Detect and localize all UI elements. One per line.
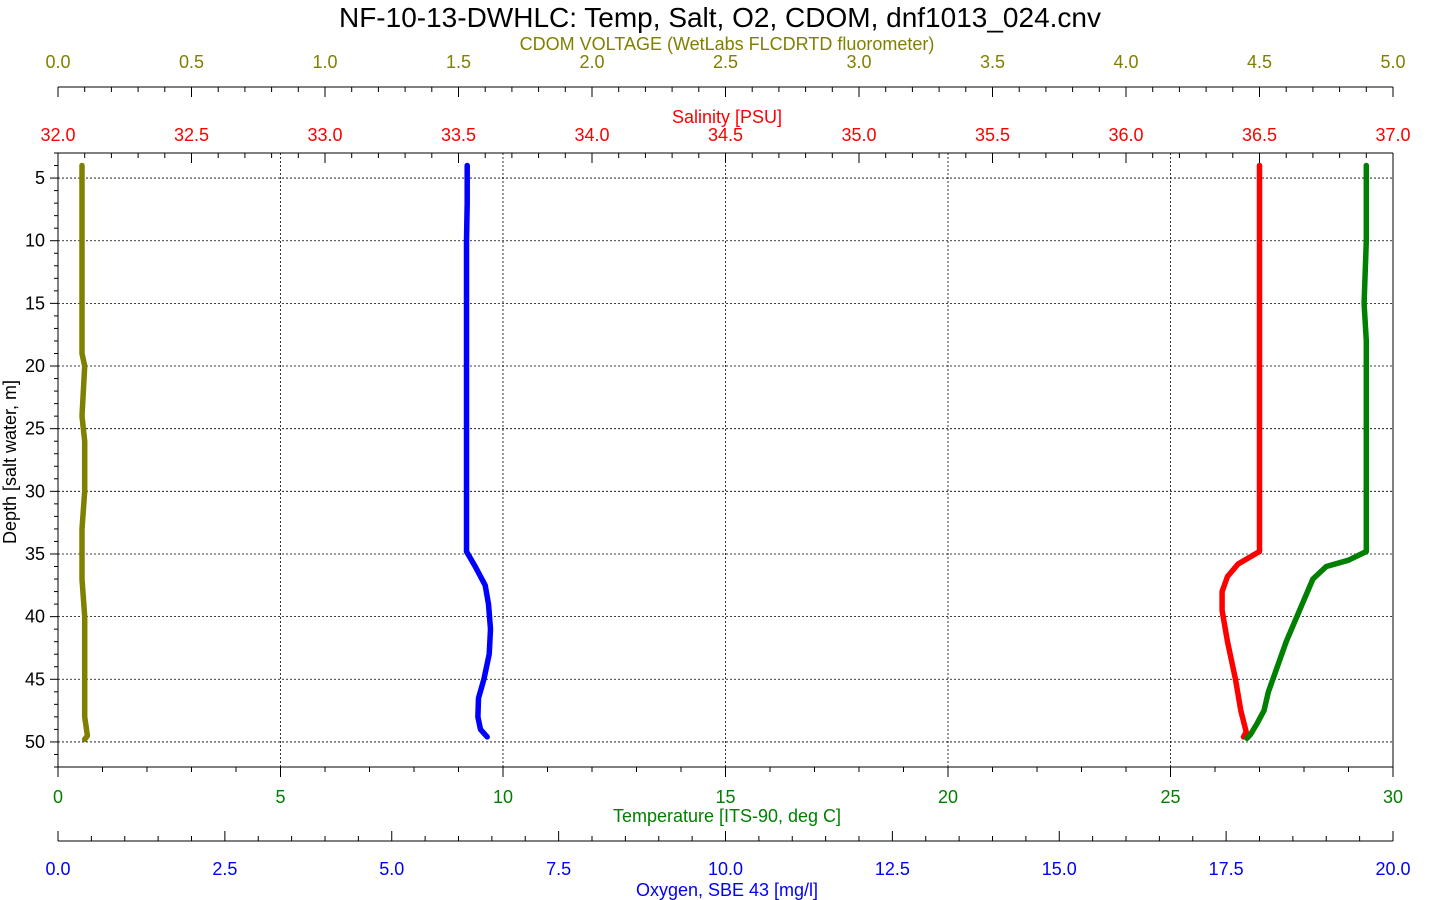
salinity-tick-label: 32.0 bbox=[40, 125, 75, 145]
salinity-tick-label: 36.5 bbox=[1242, 125, 1277, 145]
depth-axis: 5 10 15 20 25 30 35 40 45 50 bbox=[25, 152, 58, 768]
salinity-tick-label: 35.5 bbox=[975, 125, 1010, 145]
oxygen-tick-label: 10.0 bbox=[708, 859, 743, 879]
cdom-tick-label: 0.5 bbox=[179, 52, 204, 72]
cdom-series-line bbox=[79, 162, 91, 743]
depth-tick-label: 30 bbox=[25, 481, 45, 501]
depth-axis-label: Depth [salt water, m] bbox=[0, 380, 20, 544]
salinity-tick-label: 34.5 bbox=[708, 125, 743, 145]
temperature-tick-label: 20 bbox=[938, 787, 958, 807]
depth-tick-label: 45 bbox=[25, 669, 45, 689]
salinity-tick-label: 34.0 bbox=[574, 125, 609, 145]
temperature-axis: 0 5 10 15 20 25 30 bbox=[53, 767, 1403, 807]
cdom-tick-label: 3.5 bbox=[980, 52, 1005, 72]
temperature-tick-label: 30 bbox=[1383, 787, 1403, 807]
oxygen-tick-label: 17.5 bbox=[1209, 859, 1244, 879]
depth-tick-label: 40 bbox=[25, 607, 45, 627]
cdom-axis: 0.0 0.5 1.0 1.5 2.0 2.5 3.0 3.5 4.0 4.5 5.0 bbox=[45, 52, 1406, 97]
salinity-tick-label: 32.5 bbox=[174, 125, 209, 145]
oxygen-tick-label: 15.0 bbox=[1042, 859, 1077, 879]
chart-title: NF-10-13-DWHLC: Temp, Salt, O2, CDOM, dn… bbox=[339, 2, 1101, 33]
cdom-tick-label: 0.0 bbox=[45, 52, 70, 72]
cdom-tick-label: 1.0 bbox=[312, 52, 337, 72]
oxygen-tick-label: 20.0 bbox=[1375, 859, 1410, 879]
cdom-tick-label: 1.5 bbox=[446, 52, 471, 72]
grid-lines bbox=[58, 153, 1393, 767]
salinity-tick-label: 37.0 bbox=[1375, 125, 1410, 145]
salinity-axis-label: Salinity [PSU] bbox=[672, 107, 782, 127]
depth-tick-label: 35 bbox=[25, 544, 45, 564]
depth-tick-label: 5 bbox=[35, 168, 45, 188]
salinity-tick-label: 33.0 bbox=[307, 125, 342, 145]
oxygen-tick-label: 5.0 bbox=[379, 859, 404, 879]
oxygen-tick-label: 2.5 bbox=[212, 859, 237, 879]
depth-tick-label: 10 bbox=[25, 231, 45, 251]
temperature-tick-label: 10 bbox=[493, 787, 513, 807]
cdom-tick-label: 2.5 bbox=[713, 52, 738, 72]
temperature-tick-label: 5 bbox=[275, 787, 285, 807]
cdom-tick-label: 2.0 bbox=[579, 52, 604, 72]
cdom-axis-label: CDOM VOLTAGE (WetLabs FLCDRTD fluoromete… bbox=[520, 34, 935, 54]
temperature-tick-label: 25 bbox=[1160, 787, 1180, 807]
depth-tick-label: 15 bbox=[25, 293, 45, 313]
salinity-tick-label: 35.0 bbox=[841, 125, 876, 145]
data-series bbox=[79, 162, 1370, 743]
temperature-axis-label: Temperature [ITS-90, deg C] bbox=[613, 806, 841, 826]
temperature-tick-label: 0 bbox=[53, 787, 63, 807]
cdom-tick-label: 3.0 bbox=[846, 52, 871, 72]
oxygen-tick-label: 12.5 bbox=[875, 859, 910, 879]
depth-tick-label: 50 bbox=[25, 732, 45, 752]
cdom-tick-label: 4.5 bbox=[1247, 52, 1272, 72]
salinity-tick-label: 33.5 bbox=[441, 125, 476, 145]
oxygen-tick-label: 7.5 bbox=[546, 859, 571, 879]
cdom-tick-label: 4.0 bbox=[1113, 52, 1138, 72]
oxygen-series-line bbox=[463, 162, 494, 740]
oxygen-axis: 0.0 2.5 5.0 7.5 10.0 12.5 15.0 17.5 20.0 bbox=[45, 831, 1411, 879]
salinity-series-line bbox=[1219, 162, 1263, 740]
oxygen-axis-label: Oxygen, SBE 43 [mg/l] bbox=[636, 880, 818, 900]
salinity-tick-label: 36.0 bbox=[1108, 125, 1143, 145]
oxygen-tick-label: 0.0 bbox=[45, 859, 70, 879]
cdom-tick-label: 5.0 bbox=[1380, 52, 1405, 72]
depth-tick-label: 25 bbox=[25, 419, 45, 439]
depth-tick-label: 20 bbox=[25, 356, 45, 376]
temperature-series-line bbox=[1244, 162, 1370, 741]
temperature-tick-label: 15 bbox=[715, 787, 735, 807]
salinity-axis: 32.0 32.5 33.0 33.5 34.0 34.5 35.0 35.5 36.0 36.5… bbox=[40, 125, 1411, 163]
